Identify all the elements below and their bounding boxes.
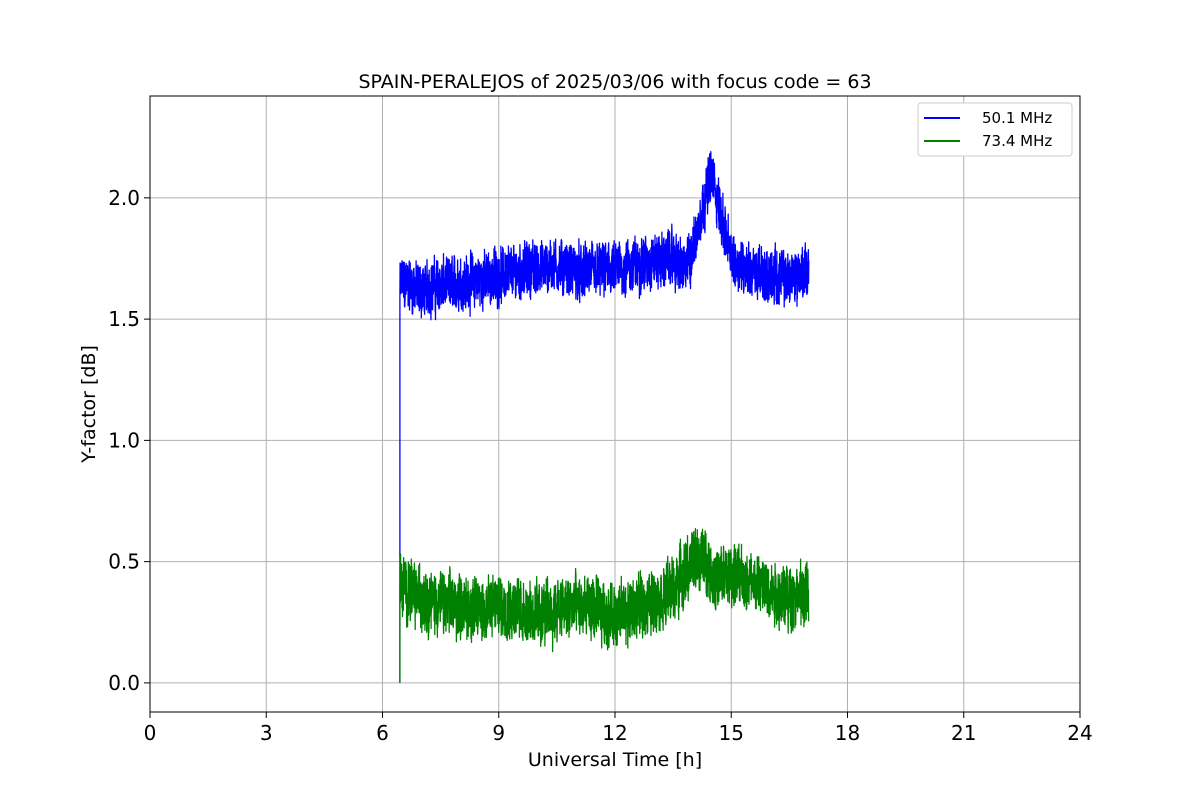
y-tick-label: 0.0 [108,671,140,695]
legend-box [917,102,1073,157]
chart-title: SPAIN-PERALEJOS of 2025/03/06 with focus… [358,71,871,93]
x-tick-label: 6 [376,721,389,745]
y-tick-label: 0.5 [108,550,140,574]
series-lines [399,150,810,683]
legend: 50.1 MHz 73.4 MHz [917,102,1073,157]
series-line-2 [399,528,810,683]
y-tick-label: 1.0 [108,428,140,452]
x-tick-label: 24 [1067,721,1092,745]
x-tick-label: 15 [719,721,744,745]
x-axis-ticks: 0 3 6 9 12 15 18 21 24 [144,712,1093,745]
y-tick-label: 2.0 [108,186,140,210]
legend-entry-label: 50.1 MHz [982,109,1052,127]
x-axis-label: Universal Time [h] [528,749,702,771]
x-tick-label: 3 [260,721,273,745]
y-tick-label: 1.5 [108,307,140,331]
y-axis-ticks: 0.0 0.5 1.0 1.5 2.0 [108,186,150,695]
x-tick-label: 12 [602,721,627,745]
x-tick-label: 0 [144,721,157,745]
x-tick-label: 18 [835,721,860,745]
series-line-1 [399,150,810,683]
x-tick-label: 9 [492,721,505,745]
grid-lines [149,96,1081,712]
x-tick-label: 21 [951,721,976,745]
y-axis-label: Y-factor [dB] [78,345,100,464]
legend-entry-label: 73.4 MHz [982,132,1052,150]
